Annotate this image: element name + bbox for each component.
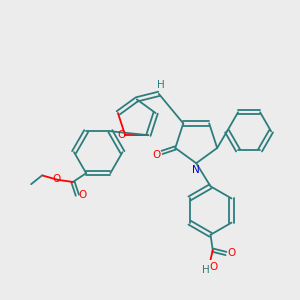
Text: O: O xyxy=(52,174,61,184)
Text: O: O xyxy=(210,262,218,272)
Text: O: O xyxy=(152,150,161,160)
Text: O: O xyxy=(118,130,126,140)
Text: N: N xyxy=(192,165,200,175)
Text: O: O xyxy=(227,248,236,259)
Text: H: H xyxy=(202,265,210,275)
Text: O: O xyxy=(79,190,87,200)
Text: H: H xyxy=(157,80,165,90)
